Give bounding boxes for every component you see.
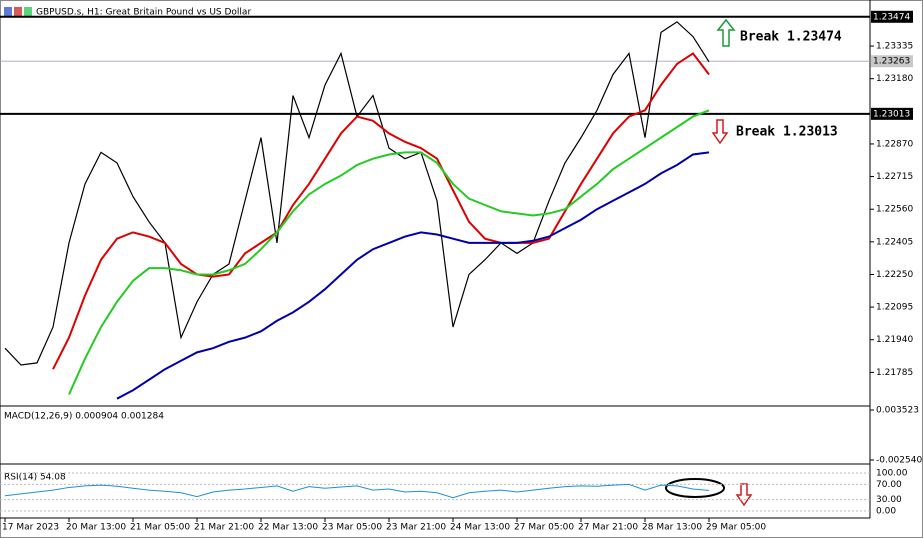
y-tick-label: 1.22870 — [876, 139, 913, 149]
y-tick-label: 1.22405 — [876, 237, 913, 247]
level-label-box — [871, 107, 913, 120]
x-tick-label: 17 Mar 2023 — [2, 523, 59, 533]
price-line — [52, 52, 710, 370]
current-price-label: 1.23263 — [873, 57, 910, 67]
highlight-ellipse — [665, 478, 725, 498]
x-tick-label: 21 Mar 21:00 — [194, 523, 254, 533]
x-tick-label: 27 Mar 21:00 — [578, 523, 638, 533]
y-tick-label: 1.22715 — [876, 172, 913, 182]
rsi-line — [4, 483, 710, 499]
annotation: Break 1.23474 — [740, 30, 842, 45]
y-tick-label: 70.00 — [876, 480, 902, 490]
y-tick-label: 1.21940 — [876, 335, 913, 345]
y-tick-label: 1.22250 — [876, 270, 913, 280]
y-tick-label: 1.22560 — [876, 205, 913, 215]
down-arrow — [711, 119, 729, 145]
x-tick-label: 23 Mar 21:00 — [386, 523, 446, 533]
level-label-box — [871, 10, 913, 23]
y-tick-label: -0.002540 — [876, 456, 922, 466]
x-tick-label: 21 Mar 05:00 — [130, 523, 190, 533]
y-tick-label: 1.21785 — [876, 368, 913, 378]
x-tick-label: 24 Mar 13:00 — [450, 523, 510, 533]
y-tick-label: 100.00 — [876, 469, 908, 479]
annotation: Break 1.23013 — [736, 125, 838, 140]
header-icon — [4, 7, 32, 16]
chart-title: GBPUSD.s, H1: Great Britain Pound vs US … — [36, 8, 251, 18]
y-tick-label: 30.00 — [876, 495, 902, 505]
up-arrow — [716, 18, 736, 47]
level-label: 1.23013 — [873, 109, 910, 119]
price-line — [116, 151, 710, 400]
y-tick-label: 1.22095 — [876, 303, 913, 313]
macd-label: MACD(12,26,9) 0.000904 0.001284 — [4, 412, 164, 422]
current-price-box — [871, 55, 913, 68]
y-tick-label: 0.00 — [876, 507, 896, 517]
level-label: 1.23474 — [873, 12, 910, 22]
x-tick-label: 20 Mar 13:00 — [66, 523, 126, 533]
x-tick-label: 23 Mar 05:00 — [322, 523, 382, 533]
price-line — [68, 109, 710, 395]
y-tick-label: 1.23335 — [876, 42, 913, 52]
x-tick-label: 29 Mar 05:00 — [706, 523, 766, 533]
y-tick-label: 0.003523 — [876, 406, 919, 416]
y-tick-label: 1.23180 — [876, 74, 913, 84]
x-tick-label: 28 Mar 13:00 — [642, 523, 702, 533]
x-tick-label: 22 Mar 13:00 — [258, 523, 318, 533]
x-tick-label: 27 Mar 05:00 — [514, 523, 574, 533]
rsi-label: RSI(14) 54.08 — [4, 473, 66, 483]
